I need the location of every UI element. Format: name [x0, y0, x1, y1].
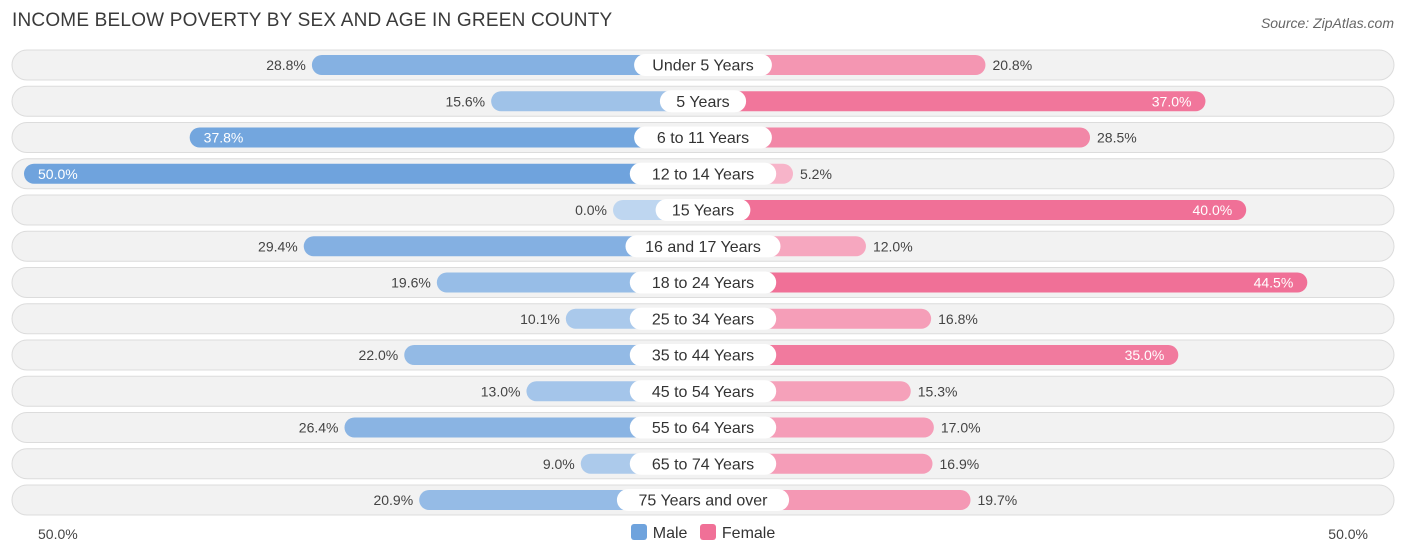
female-bar — [703, 91, 1206, 112]
male-value-label: 29.4% — [258, 238, 298, 254]
category-pill — [625, 235, 781, 258]
category-pill — [659, 90, 747, 113]
category-label: 16 and 17 Years — [645, 239, 761, 256]
category-label: 75 Years and over — [639, 493, 769, 510]
female-value-label: 19.7% — [978, 492, 1018, 508]
category-label: Under 5 Years — [652, 58, 753, 75]
category-label: 5 Years — [676, 94, 729, 111]
legend-label-male: Male — [652, 525, 688, 542]
female-bar — [703, 200, 1247, 220]
male-value-label: 22.0% — [359, 347, 399, 363]
category-pill — [616, 489, 790, 511]
category-pill — [629, 452, 777, 475]
category-label: 25 to 34 Years — [652, 311, 754, 328]
legend-swatch-female — [699, 524, 716, 540]
female-value-label: 17.0% — [941, 420, 981, 436]
category-pill — [634, 54, 772, 76]
female-value-label: 40.0% — [1192, 202, 1232, 218]
category-label: 15 Years — [672, 203, 734, 220]
female-bar — [703, 55, 986, 75]
category-pill — [655, 199, 751, 221]
female-bar — [703, 127, 1091, 148]
female-value-label: 20.8% — [992, 57, 1032, 73]
male-bar — [344, 417, 703, 438]
male-bar — [189, 127, 703, 148]
female-value-label: 12.0% — [873, 238, 913, 254]
axis-right-label: 50.0% — [1328, 526, 1368, 542]
chart-source: Source: ZipAtlas.com — [1260, 15, 1394, 31]
legend: Male Female — [0, 524, 1406, 543]
male-value-label: 9.0% — [543, 456, 575, 472]
category-pill — [629, 271, 777, 294]
female-value-label: 16.8% — [938, 311, 978, 327]
female-value-label: 35.0% — [1125, 347, 1165, 363]
male-bar — [491, 91, 703, 112]
category-label: 45 to 54 Years — [652, 384, 754, 401]
category-pill — [629, 162, 777, 185]
male-bar — [24, 163, 703, 184]
male-bar — [404, 345, 703, 365]
chart-title: INCOME BELOW POVERTY BY SEX AND AGE IN G… — [12, 10, 613, 31]
male-value-label: 10.1% — [520, 311, 560, 327]
female-bar — [703, 345, 1179, 365]
male-value-label: 0.0% — [575, 202, 607, 218]
female-bar — [703, 272, 1308, 293]
category-label: 35 to 44 Years — [652, 348, 754, 365]
male-value-label: 28.8% — [266, 57, 306, 73]
axis-left-label: 50.0% — [38, 526, 78, 542]
category-label: 65 to 74 Years — [652, 456, 754, 473]
legend-swatch-male — [630, 524, 647, 540]
female-value-label: 44.5% — [1254, 275, 1294, 291]
category-pill — [629, 307, 777, 330]
category-label: 12 to 14 Years — [652, 166, 754, 183]
male-value-label: 37.8% — [204, 130, 244, 146]
legend-item-female: Female — [699, 524, 776, 543]
category-pill — [629, 344, 777, 366]
female-value-label: 28.5% — [1097, 130, 1137, 146]
category-pill — [629, 380, 777, 403]
category-pill — [629, 416, 777, 439]
female-value-label: 37.0% — [1152, 93, 1192, 109]
male-value-label: 19.6% — [391, 275, 431, 291]
female-value-label: 5.2% — [800, 166, 832, 182]
male-bar — [303, 236, 703, 257]
male-value-label: 50.0% — [38, 166, 78, 182]
male-value-label: 20.9% — [373, 492, 413, 508]
category-label: 6 to 11 Years — [657, 130, 749, 147]
category-pill — [634, 126, 772, 149]
legend-label-female: Female — [721, 525, 776, 542]
female-value-label: 16.9% — [940, 456, 980, 472]
legend-item-male: Male — [630, 524, 688, 543]
category-label: 55 to 64 Years — [652, 420, 754, 437]
male-value-label: 15.6% — [445, 93, 485, 109]
male-value-label: 13.0% — [481, 383, 521, 399]
male-bar — [311, 55, 703, 75]
male-value-label: 26.4% — [299, 420, 339, 436]
category-label: 18 to 24 Years — [652, 275, 754, 292]
female-value-label: 15.3% — [918, 383, 958, 399]
